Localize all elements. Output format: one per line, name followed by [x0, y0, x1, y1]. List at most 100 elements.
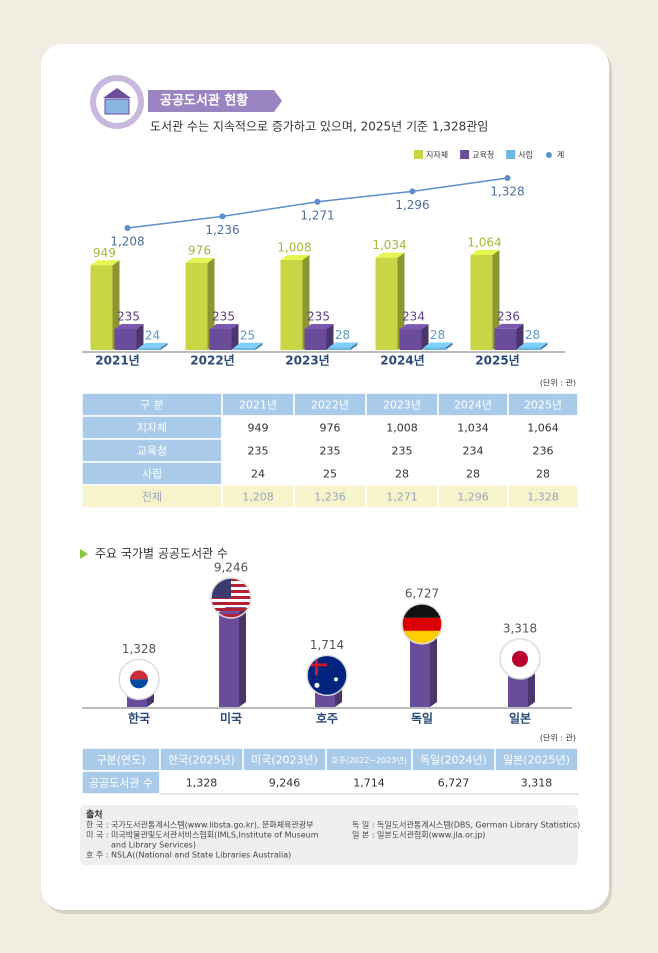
table-header: 2024년: [454, 399, 492, 412]
table-text: 976: [320, 422, 341, 435]
bar-top: [494, 323, 524, 329]
legend-swatch: [506, 150, 516, 159]
table-header: 독일(2024년): [420, 753, 487, 767]
table-text: 3,318: [521, 777, 553, 790]
bar-top: [423, 342, 453, 348]
value-label: 1,064: [467, 236, 501, 250]
table-text: 949: [248, 422, 269, 435]
bar-top: [280, 255, 310, 260]
source-line: 호 주 : NSLA((National and State Libraries…: [86, 851, 291, 860]
line-point: [124, 225, 131, 231]
table-text: 1,296: [457, 491, 489, 504]
table-header: 2025년: [524, 399, 562, 412]
flag-part: [334, 677, 338, 682]
legend-swatch: [460, 150, 470, 159]
table-text: 236: [533, 445, 554, 458]
legend-label: 교육청: [472, 151, 494, 160]
table-cell: [507, 484, 579, 509]
legend-swatch: [545, 152, 552, 158]
bar: [185, 262, 208, 350]
line-point: [314, 198, 321, 205]
bar-side: [421, 324, 429, 350]
source-line: 일 본 : 일본도서관협회(www.jla.or.jp): [352, 830, 485, 840]
x-tick-label: 독일: [411, 712, 433, 726]
table-header: 한국(2025년): [168, 754, 235, 767]
bar-top: [185, 257, 215, 263]
value-label: 3,318: [503, 621, 537, 635]
value-label: 235: [307, 310, 330, 324]
table-header: 미국(2023년): [251, 754, 318, 767]
table-text: 28: [466, 468, 480, 481]
bar-top: [470, 250, 500, 255]
table-text: 24: [251, 468, 265, 481]
flag: [119, 659, 159, 700]
table-text: 234: [463, 445, 484, 458]
flag-rim: [499, 638, 541, 680]
table-text: 1,714: [353, 777, 385, 790]
flag-rim: [401, 603, 443, 645]
table-header: 2021년: [239, 399, 277, 412]
table-header: 구 분: [140, 399, 164, 412]
bar: [470, 255, 493, 350]
x-tick-label: 일본: [509, 712, 531, 726]
bar-top: [90, 260, 120, 266]
bar-side: [528, 667, 535, 707]
value-label: 28: [335, 328, 350, 342]
table-header: 구분(연도): [96, 754, 145, 767]
line-point: [409, 188, 416, 195]
flag-part: [315, 655, 318, 676]
unit-label: (단위 : 관): [540, 733, 576, 743]
value-label: 949: [93, 246, 116, 260]
sources-box: [80, 805, 578, 865]
table-text: 1,328: [527, 491, 559, 504]
value-label: 1,714: [310, 638, 344, 652]
source-line: 한 국 : 국가도서관통계시스템(www.libsta.go.kr), 문화체육…: [86, 820, 314, 830]
source-line: and Library Services): [111, 841, 196, 850]
table-text: 9,246: [269, 777, 301, 790]
bar-side: [231, 324, 239, 350]
unit-label: (단위 : 관): [540, 378, 576, 388]
bar: [518, 347, 541, 350]
table-text: 25: [323, 468, 337, 481]
table-text: 지자체: [137, 422, 167, 435]
flag-part: [314, 682, 320, 688]
bar-top: [209, 324, 239, 330]
legend-label: 사립: [518, 151, 533, 160]
bar: [399, 329, 422, 350]
section-title: 공공도서관 현황: [160, 93, 248, 109]
x-tick-label: 2021년: [95, 354, 139, 368]
bar-top: [138, 342, 168, 348]
bar-side: [445, 342, 453, 350]
bar: [304, 329, 327, 350]
table-text: 1,008: [386, 422, 418, 435]
icon-building: [104, 98, 130, 115]
value-label: 976: [188, 243, 211, 257]
bar-side: [160, 342, 168, 350]
x-tick-label: 2022년: [190, 354, 234, 368]
bar-side: [239, 607, 246, 707]
flag-part: [211, 608, 251, 611]
legend-swatch: [414, 150, 423, 159]
icon-roof: [103, 88, 131, 98]
table-text: 1,328: [186, 777, 218, 790]
bar-side: [540, 342, 548, 350]
value-label: 234: [402, 310, 425, 324]
bar: [328, 347, 351, 350]
bar: [410, 637, 430, 707]
x-tick-label: 2023년: [285, 354, 329, 368]
x-tick-label: 미국: [220, 711, 242, 726]
value-label: 28: [525, 328, 540, 342]
line-point: [219, 213, 226, 220]
flag: [307, 655, 347, 696]
value-label: 235: [117, 310, 140, 324]
table-text: 28: [536, 468, 550, 481]
bar-side: [255, 342, 263, 350]
table-text: 전체: [142, 491, 162, 504]
flag-rim: [306, 654, 348, 697]
flag-part: [402, 617, 442, 631]
value-label: 25: [240, 328, 255, 342]
value-label: 28: [430, 328, 445, 342]
legend-label: 계: [557, 150, 564, 160]
flag-rim: [118, 658, 160, 701]
